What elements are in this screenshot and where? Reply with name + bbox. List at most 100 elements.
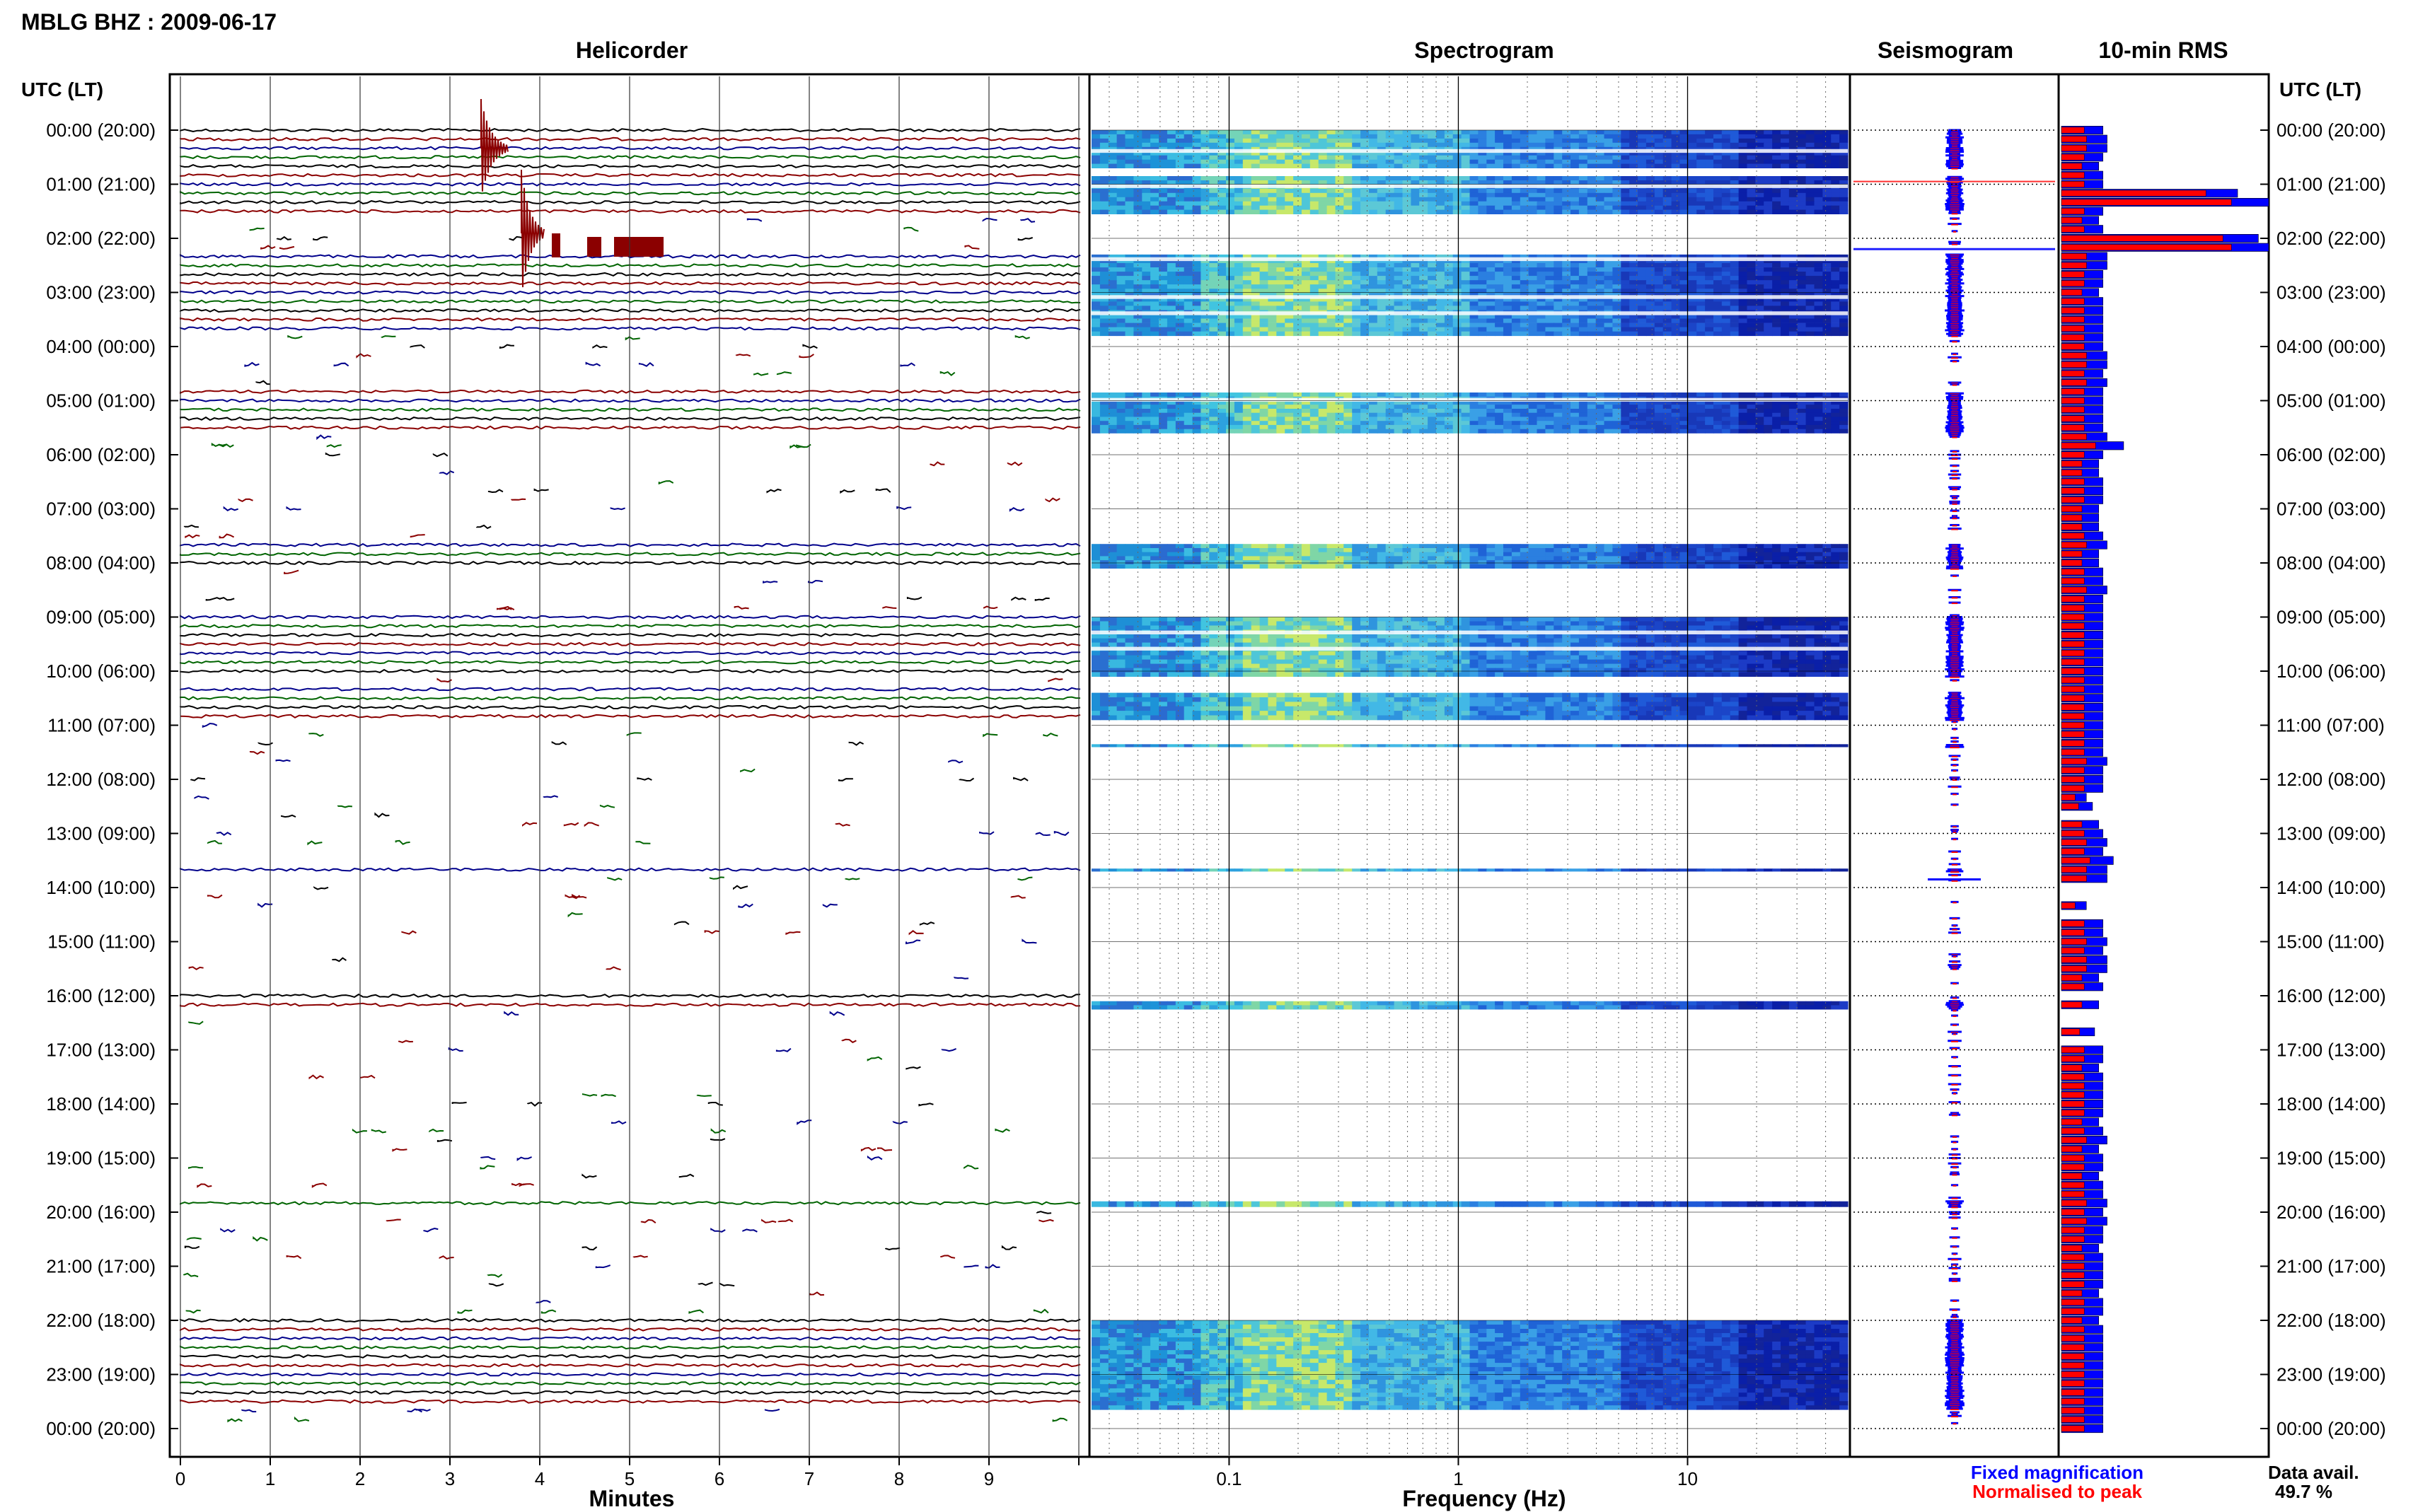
rms-bar-35: [2061, 441, 2124, 450]
spectrogram-block: [1092, 544, 1849, 569]
helicorder-trace-130: [536, 1300, 551, 1303]
helicorder-trace-93: [188, 966, 621, 971]
hour-label-left-15: 15:00 (11:00): [47, 931, 156, 953]
hour-label-left-19: 19:00 (15:00): [46, 1148, 156, 1169]
helicorder-trace-116: [582, 1173, 695, 1179]
rms-frame: [2057, 73, 2270, 1458]
helicorder-trace-61: [436, 678, 1063, 683]
minute-tick-1: 1: [265, 1468, 275, 1489]
helicorder-trace-12: [276, 235, 1034, 241]
helicorder-trace-45: [185, 533, 425, 539]
rms-bar-10: [2061, 216, 2100, 225]
rms-bar-81: [2061, 856, 2114, 865]
helicorder-trace-54: [180, 615, 1081, 620]
helicorder-trace-119: [180, 1201, 1081, 1206]
rms-bar-129: [2061, 1289, 2100, 1298]
helicorder-trace-13: [260, 245, 980, 250]
spectrogram-block: [1092, 1001, 1849, 1010]
hour-label-left-1: 01:00 (21:00): [46, 174, 156, 195]
rms-bar-128: [2061, 1280, 2103, 1289]
minute-tick-8: 8: [894, 1468, 904, 1489]
hour-label-right-8: 08:00 (04:00): [2277, 552, 2386, 574]
helicorder-trace-55: [180, 624, 1081, 629]
helicorder-trace-84: [313, 885, 748, 890]
data-avail-value: 49.7 %: [2275, 1481, 2332, 1502]
rms-bar-55: [2061, 622, 2103, 631]
hour-label-right-13: 13:00 (09:00): [2277, 823, 2386, 844]
helicorder-trace-5: [180, 173, 1081, 178]
hour-label-right-14: 14:00 (10:00): [2277, 877, 2386, 898]
rms-bar-30: [2061, 396, 2103, 405]
helicorder-trace-77: [522, 822, 850, 827]
hour-label-left-20: 20:00 (16:00): [46, 1202, 156, 1223]
hour-label-left-10: 10:00 (06:00): [46, 661, 156, 682]
rms-bar-95: [2061, 982, 2103, 991]
rms-bar-11: [2061, 225, 2103, 234]
rms-bar-28: [2061, 378, 2107, 388]
helicorder-trace-62: [180, 687, 1081, 692]
hour-label-right-20: 20:00 (16:00): [2277, 1202, 2386, 1223]
rms-bar-13: [2061, 243, 2269, 252]
rms-bar-16: [2061, 269, 2103, 279]
rms-bar-38: [2061, 468, 2100, 477]
rms-bar-18: [2061, 288, 2100, 297]
helicorder-trace-102: [448, 1047, 956, 1052]
rms-bar-108: [2061, 1100, 2103, 1109]
helicorder-trace-142: [241, 1408, 780, 1413]
hour-label-left-7: 07:00 (03:00): [46, 499, 156, 520]
rms-bar-44: [2061, 522, 2100, 532]
rms-bar-114: [2061, 1153, 2103, 1163]
rms-bar-120: [2061, 1208, 2103, 1217]
rms-bar-34: [2061, 432, 2107, 441]
rms-bar-2: [2061, 144, 2107, 153]
helicorder-title: Helicorder: [576, 37, 688, 63]
helicorder-trace-10: [746, 217, 1036, 223]
rms-bar-3: [2061, 153, 2103, 162]
rms-bar-29: [2061, 387, 2103, 396]
rms-bar-79: [2061, 838, 2107, 847]
rms-bars: [2061, 126, 2269, 1434]
helicorder-trace-70: [275, 759, 964, 764]
frequency-tick-0.1: 0.1: [1216, 1468, 1242, 1489]
helicorder-trace-112: [436, 1138, 726, 1142]
helicorder-trace-90: [906, 938, 1037, 945]
hour-label-left-23: 23:00 (19:00): [46, 1364, 156, 1385]
rms-bar-91: [2061, 946, 2103, 955]
hour-label-left-13: 13:00 (09:00): [46, 823, 156, 844]
minute-tick-5: 5: [625, 1468, 635, 1489]
hour-label-left-17: 17:00 (13:00): [46, 1040, 156, 1061]
rms-bar-7: [2061, 189, 2238, 198]
helicorder-trace-3: [180, 155, 1081, 160]
rms-bar-26: [2061, 360, 2107, 369]
rms-bar-133: [2061, 1325, 2103, 1334]
helicorder-trace-88: [673, 921, 935, 926]
hour-label-left-8: 08:00 (04:00): [46, 552, 156, 574]
helicorder-trace-26: [244, 361, 915, 367]
rms-bar-33: [2061, 423, 2103, 432]
hour-label-right-17: 17:00 (13:00): [2277, 1040, 2386, 1061]
rms-bar-119: [2061, 1199, 2107, 1208]
helicorder-trace-72: [190, 777, 1029, 782]
rms-bar-121: [2061, 1216, 2107, 1226]
rms-bar-43: [2061, 513, 2100, 523]
rms-bar-110: [2061, 1117, 2100, 1127]
rms-bar-42: [2061, 504, 2100, 513]
rms-bar-50: [2061, 576, 2103, 586]
hour-label-left-24: 00:00 (20:00): [46, 1418, 156, 1439]
spectrogram-block: [1092, 176, 1849, 214]
hour-label-right-22: 22:00 (18:00): [2277, 1310, 2386, 1331]
hour-label-right-3: 03:00 (23:00): [2277, 282, 2386, 303]
rms-bar-46: [2061, 540, 2107, 549]
rms-bar-68: [2061, 739, 2103, 748]
rms-bar-45: [2061, 531, 2103, 540]
helicorder-trace-56: [180, 632, 1081, 638]
data-avail-label: Data avail.: [2268, 1462, 2359, 1483]
hour-label-left-4: 04:00 (00:00): [46, 336, 156, 357]
helicorder-trace-115: [188, 1164, 979, 1170]
helicorder-trace-53: [497, 605, 998, 610]
helicorder-trace-23: [287, 335, 1030, 341]
rms-bar-67: [2061, 730, 2103, 739]
rms-bar-123: [2061, 1235, 2103, 1244]
helicorder-trace-86: [258, 902, 838, 908]
helicorder-trace-89: [401, 930, 924, 936]
